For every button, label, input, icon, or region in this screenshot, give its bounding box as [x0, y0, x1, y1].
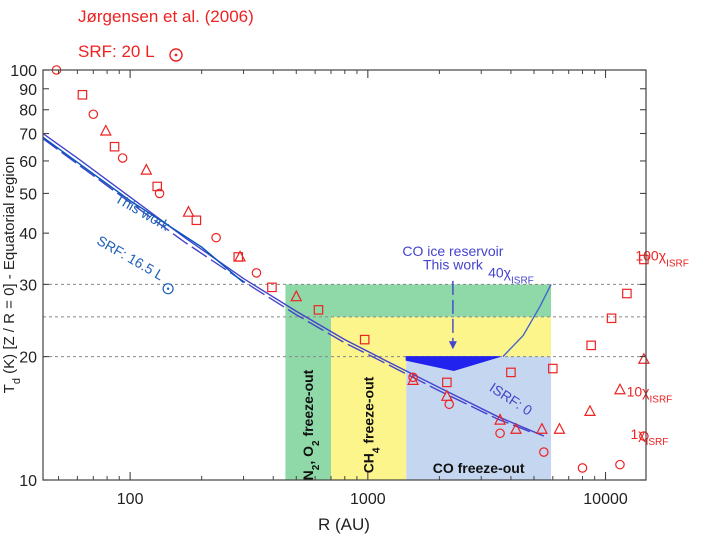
- square-point-11: [586, 340, 596, 351]
- triangle-point-6: [440, 389, 453, 401]
- triangle-point-5: [407, 373, 420, 385]
- y-tick-label: 100: [10, 63, 37, 80]
- circle-point-1: [88, 109, 99, 120]
- data-series: [51, 65, 650, 473]
- square-point-4: [233, 252, 244, 262]
- curve-this-work-solid: [42, 132, 545, 437]
- square-point-7: [359, 334, 370, 345]
- axes: 100 1000 10000 10 20 30 40 50 60 70 80 90 100 R (AU)…: [1, 63, 647, 534]
- square-point-6: [313, 305, 324, 315]
- y-tick-label: 50: [19, 186, 37, 203]
- x-tick-label: 1000: [350, 491, 386, 508]
- y-tick-label: 70: [19, 127, 37, 144]
- region-label-N2-O2-freeze-out: N2, O2 freeze-out: [300, 369, 322, 480]
- square-point-13: [622, 288, 632, 299]
- y-tick-label: 60: [19, 154, 37, 171]
- x-tick-label: 100: [117, 491, 144, 508]
- circle-point-8: [495, 428, 505, 439]
- regions: N2, O2 freeze-out CH4 freeze-out CO freeze…: [285, 284, 552, 480]
- y-tick-label: 20: [19, 350, 37, 367]
- y-tick-label: 40: [19, 226, 37, 243]
- sun-ring: [162, 283, 174, 295]
- square-point-12: [606, 313, 617, 324]
- square-point-1: [109, 141, 120, 152]
- sun-dot: [166, 287, 170, 290]
- co-ice-reservoir-label: CO ice reservoir: [402, 243, 503, 259]
- triangle-point-11: [583, 404, 596, 416]
- square-point-14: [639, 254, 649, 265]
- triangle-point-10: [553, 422, 566, 434]
- x-axis-label: R (AU): [318, 515, 370, 534]
- square-point-8: [442, 377, 452, 388]
- isrf-100-label: 100χISRF: [635, 248, 689, 270]
- circle-point-9: [539, 447, 549, 457]
- triangle-point-13: [637, 352, 650, 364]
- square-point-3: [191, 215, 202, 226]
- region-label-CH4-freeze-out: CH4 freeze-out: [361, 376, 383, 473]
- curve-srf-16-5-curve: [42, 136, 244, 284]
- sun-symbol-icon: [162, 283, 174, 295]
- isrf-1-label: 1χISRF: [630, 426, 668, 448]
- srf-16-5-label: SRF: 16.5 L: [94, 232, 167, 283]
- curve-isrf-40-curve: [502, 284, 552, 358]
- circle-point-12: [639, 431, 649, 441]
- x-tick-label: 10000: [583, 491, 628, 508]
- model-curves: [42, 132, 552, 437]
- co-this-work-label: This work: [423, 257, 484, 273]
- triangle-point-1: [140, 163, 153, 175]
- circle-point-5: [251, 268, 262, 278]
- triangle-point-0: [99, 124, 112, 136]
- square-point-2: [152, 181, 163, 192]
- circle-point-6: [408, 372, 418, 383]
- reference-lines: [43, 283, 646, 358]
- y-tick-label: 90: [19, 82, 37, 99]
- this-work-label: This work: [113, 190, 174, 234]
- square-point-10: [547, 363, 558, 374]
- triangle-point-4: [290, 289, 303, 302]
- square-point-9: [506, 367, 516, 378]
- region-CO-freeze-out: [406, 356, 552, 480]
- square-point-0: [77, 89, 88, 100]
- citation-label: Jørgensen et al. (2006): [78, 7, 254, 26]
- circle-point-10: [577, 463, 588, 473]
- region-label-CO-freeze-out: CO freeze-out: [433, 460, 525, 476]
- circle-point-2: [117, 153, 128, 163]
- triangle-point-2: [182, 205, 195, 217]
- co-ice-reservoir: [405, 356, 501, 371]
- srf-20-label: SRF: 20 L: [78, 42, 155, 61]
- sun-symbol-icon: [169, 48, 183, 62]
- circle-point-3: [154, 188, 165, 199]
- triangle-point-9: [535, 422, 548, 434]
- y-tick-label: 10: [19, 473, 37, 490]
- circle-point-4: [211, 232, 221, 243]
- isrf-40-label: 40χISRF: [488, 264, 534, 286]
- curve-this-work-dashed: [42, 138, 535, 434]
- triangle-point-12: [613, 382, 626, 395]
- co-arrow-head: [448, 341, 457, 350]
- header: Jørgensen et al. (2006) SRF: 20 L: [78, 7, 254, 62]
- region-upper-yellow: [406, 316, 552, 357]
- y-tick-label: 80: [19, 103, 37, 120]
- axis-ticks: 100 1000 10000 10 20 30 40 50 60 70 80 90 100: [10, 63, 646, 508]
- y-axis-label: Td (K) [Z / R = 0] - Equatorial region: [1, 157, 23, 394]
- isrf-10-label: 10χISRF: [627, 383, 673, 405]
- triangle-point-7: [494, 413, 507, 425]
- circle-point-11: [615, 459, 625, 470]
- square-point-5: [267, 282, 277, 293]
- region-upper-green: [331, 284, 552, 317]
- triangle-point-8: [509, 422, 522, 434]
- y-tick-label: 30: [19, 277, 37, 294]
